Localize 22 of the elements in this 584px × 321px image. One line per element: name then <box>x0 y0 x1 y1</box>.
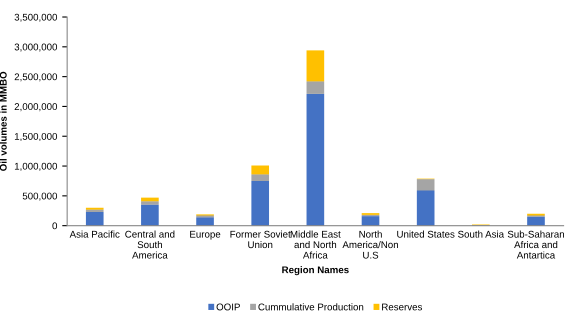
y-tick-label: 3,500,000 <box>14 14 58 22</box>
x-tick-label: United States <box>397 230 455 238</box>
y-tick-label: 2,500,000 <box>14 73 58 82</box>
x-axis-title: Region Names <box>282 266 349 276</box>
x-tick-label: Sub-Saharan Africa and Antartica <box>508 230 564 259</box>
y-tick-label: 1,000,000 <box>14 162 58 171</box>
x-tick-label: North America/Non U.S <box>342 230 398 259</box>
y-tick-label: 500,000 <box>22 192 58 201</box>
y-tick-label: 3,000,000 <box>14 44 58 52</box>
x-tick-label: Central and South America <box>125 230 174 259</box>
y-tick-label: 1,500,000 <box>14 132 58 142</box>
legend-label: OOIP <box>216 304 240 310</box>
x-tick-label: Asia Pacific <box>70 230 120 238</box>
y-axis-title: Oil volumes in MMBO <box>0 72 7 171</box>
legend-label: Reserves <box>382 304 422 310</box>
x-tick-label: Former Soviet Union <box>230 230 291 248</box>
y-tick-label: 0 <box>52 222 58 230</box>
x-tick-label: Middle East and North Africa <box>290 230 341 259</box>
y-tick-label: 2,000,000 <box>14 103 58 112</box>
x-tick-label: Europe <box>190 230 220 240</box>
legend-label: Cummulative Production <box>258 303 364 310</box>
x-tick-label: South Asia <box>458 230 504 238</box>
